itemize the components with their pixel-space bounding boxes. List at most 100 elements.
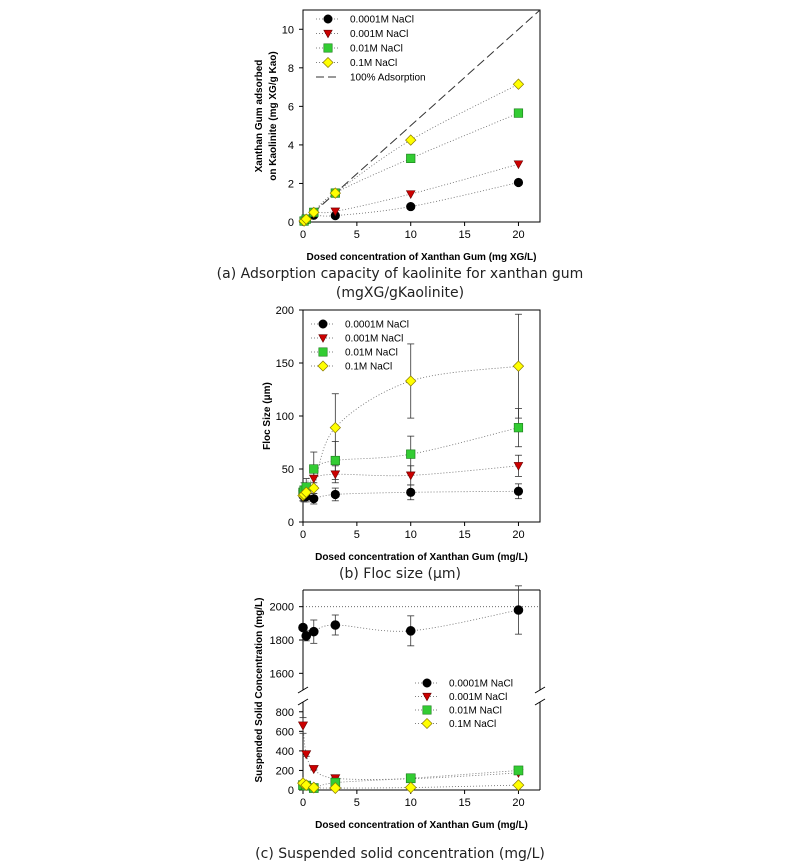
data-point	[308, 765, 319, 775]
data-point	[309, 464, 319, 474]
legend-label: 0.001M NaCl	[350, 29, 408, 40]
y-tick-label: 200	[276, 305, 294, 317]
legend-label: 100% Adsorption	[350, 73, 426, 84]
data-point	[405, 626, 416, 636]
data-point	[298, 622, 308, 633]
y-axis-label: Xanthan Gum adsorbed	[254, 60, 265, 173]
panel-caption: (mgXG/gKaolinite)	[336, 285, 464, 301]
data-point	[330, 455, 340, 466]
data-point	[308, 626, 319, 637]
data-point	[513, 486, 524, 496]
panel-caption: (b) Floc size (μm)	[339, 566, 461, 582]
data-point	[300, 486, 312, 498]
panel-c-suspended-solids: 0 5 10 15 20 1600 1800 2000 0 200 400 600 800 Dosed c…	[254, 585, 546, 862]
data-point	[308, 482, 320, 494]
x-tick-label: 20	[512, 797, 524, 809]
data-point	[300, 213, 312, 225]
data-point	[512, 360, 525, 372]
y-tick-label: 0	[288, 517, 294, 529]
axis-break-mark	[534, 698, 546, 706]
data-point	[301, 750, 312, 760]
y-axis-label: on Kaolinite (mg XG/g Kao)	[268, 51, 279, 180]
legend-label: 0.0001M NaCl	[449, 679, 513, 690]
legend-marker	[318, 334, 328, 343]
data-point	[406, 487, 416, 497]
y-tick-label: 2000	[270, 602, 294, 614]
x-tick-label: 0	[300, 797, 306, 809]
y-tick-label: 200	[276, 765, 294, 777]
y-tick-label: 0	[288, 785, 294, 797]
x-tick-label: 5	[354, 229, 360, 241]
x-tick-label: 0	[300, 229, 306, 241]
axis-break-mark	[297, 698, 309, 706]
data-point	[308, 474, 319, 484]
x-axis-label: Dosed concentration of Xanthan Gum (mg/L…	[315, 820, 528, 831]
series-trendline	[302, 427, 519, 493]
legend-label: 0.0001M NaCl	[350, 15, 414, 26]
legend-marker	[323, 14, 333, 24]
plot-frame	[302, 9, 541, 223]
y-tick-label: 1600	[270, 668, 294, 680]
x-tick-label: 20	[512, 529, 524, 541]
x-axis-label: Dosed concentration of Xanthan Gum (mg/L…	[315, 552, 528, 563]
legend-label: 0.1M NaCl	[350, 58, 397, 69]
data-point	[406, 153, 416, 164]
data-point	[512, 779, 525, 792]
legend-marker	[422, 678, 432, 688]
data-point	[405, 134, 417, 146]
x-tick-label: 5	[354, 529, 360, 541]
legend-marker	[323, 43, 333, 53]
data-point	[329, 187, 341, 199]
legend-marker	[323, 29, 333, 39]
legend-label: 0.01M NaCl	[449, 706, 502, 717]
axis-break-mark	[297, 686, 309, 694]
data-point	[404, 781, 417, 794]
y-tick-label: 1800	[270, 635, 294, 647]
legend-label: 0.01M NaCl	[345, 348, 398, 359]
data-point	[405, 190, 416, 199]
y-tick-label: 4	[288, 140, 294, 152]
legend-label: 0.01M NaCl	[350, 44, 403, 55]
data-point	[308, 206, 320, 219]
y-tick-label: 100	[276, 411, 294, 423]
data-point	[297, 721, 309, 731]
y-axis-label: Floc Size (μm)	[262, 382, 273, 450]
y-tick-label: 0	[288, 217, 294, 229]
y-tick-label: 800	[276, 707, 294, 719]
data-point	[405, 375, 417, 387]
series-trendline	[303, 83, 519, 222]
y-tick-label: 8	[288, 63, 294, 75]
data-point	[300, 779, 313, 792]
data-point	[406, 201, 416, 212]
y-tick-label: 400	[276, 746, 294, 758]
legend-marker	[318, 347, 328, 357]
legend-marker	[322, 56, 334, 69]
x-tick-label: 0	[300, 529, 306, 541]
legend-label: 0.001M NaCl	[449, 692, 507, 703]
series-trendline	[302, 725, 519, 780]
y-axis-label: Suspended Solid Concentration (mg/L)	[254, 598, 265, 783]
data-point	[405, 773, 416, 784]
panel-caption: (a) Adsorption capacity of kaolinite for…	[217, 266, 584, 282]
x-axis-label: Dosed concentration of Xanthan Gum (mg X…	[306, 252, 536, 263]
data-point	[330, 470, 341, 480]
data-point	[406, 449, 416, 459]
data-point	[513, 108, 524, 118]
legend-marker	[318, 319, 328, 329]
series-trendline	[303, 112, 519, 222]
x-tick-label: 5	[354, 797, 360, 809]
axis-break-mark	[534, 686, 546, 694]
legend-label: 0.1M NaCl	[449, 719, 496, 730]
data-point	[330, 207, 341, 217]
data-point	[405, 471, 416, 481]
y-tick-label: 6	[288, 101, 294, 113]
panel-a-adsorption: 0 5 10 15 20 0 2 4 6 8 10 Dosed concentration of Xa…	[217, 9, 584, 301]
data-point	[513, 765, 524, 776]
x-tick-label: 10	[405, 529, 417, 541]
plot-frame	[302, 309, 541, 523]
y-tick-label: 150	[276, 358, 294, 370]
data-point	[329, 782, 342, 794]
legend-marker	[422, 692, 432, 702]
data-point	[330, 489, 340, 500]
